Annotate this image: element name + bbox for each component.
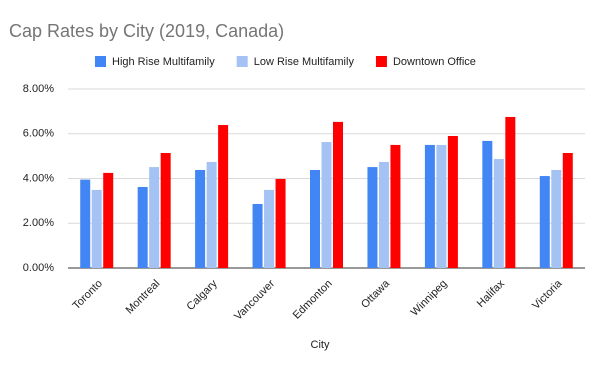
bar bbox=[218, 125, 229, 269]
bar bbox=[436, 144, 447, 268]
bar bbox=[333, 121, 343, 268]
bar bbox=[91, 189, 102, 268]
bar bbox=[206, 161, 217, 268]
bar bbox=[482, 140, 493, 268]
y-tick-label: 2.00% bbox=[23, 217, 54, 229]
bar bbox=[149, 167, 160, 268]
bar bbox=[562, 152, 573, 268]
x-tick-label: Vancouver bbox=[232, 277, 277, 322]
bar bbox=[275, 178, 286, 268]
bar bbox=[378, 161, 389, 268]
bar bbox=[195, 169, 206, 268]
bar bbox=[252, 204, 263, 268]
bar bbox=[310, 169, 320, 268]
bar bbox=[447, 135, 458, 268]
legend-swatch bbox=[236, 56, 248, 67]
legend-swatch bbox=[375, 56, 387, 67]
bar bbox=[80, 179, 91, 268]
x-tick-label: Calgary bbox=[184, 277, 220, 313]
y-tick-label: 0.00% bbox=[23, 262, 54, 274]
bar bbox=[321, 142, 332, 268]
legend-swatch bbox=[95, 56, 106, 67]
y-tick-label: 6.00% bbox=[23, 128, 54, 140]
x-tick-label: Toronto bbox=[70, 278, 104, 312]
x-tick-label: Halifax bbox=[475, 277, 508, 310]
legend-label: Low Rise Multifamily bbox=[254, 56, 355, 68]
bar bbox=[390, 144, 401, 268]
bar bbox=[424, 144, 435, 268]
x-tick-label: Victoria bbox=[530, 277, 565, 312]
legend-label: High Rise Multifamily bbox=[112, 56, 215, 68]
bar bbox=[539, 176, 550, 268]
bar bbox=[493, 159, 504, 268]
x-axis-title: City bbox=[311, 339, 330, 351]
bar bbox=[160, 152, 171, 268]
chart-title: Cap Rates by City (2019, Canada) bbox=[9, 21, 284, 41]
bar bbox=[137, 187, 148, 268]
y-tick-label: 8.00% bbox=[23, 83, 54, 95]
bar bbox=[103, 172, 114, 268]
y-tick-label: 4.00% bbox=[23, 172, 54, 184]
bar bbox=[264, 189, 275, 268]
bar bbox=[505, 116, 516, 268]
x-tick-label: Ottawa bbox=[359, 277, 393, 311]
x-tick-label: Winnipeg bbox=[409, 278, 450, 319]
bar bbox=[551, 169, 562, 268]
bar bbox=[367, 167, 378, 268]
x-tick-label: Edmonton bbox=[291, 278, 335, 322]
legend-label: Downtown Office bbox=[393, 56, 476, 68]
x-tick-label: Montreal bbox=[124, 278, 163, 317]
